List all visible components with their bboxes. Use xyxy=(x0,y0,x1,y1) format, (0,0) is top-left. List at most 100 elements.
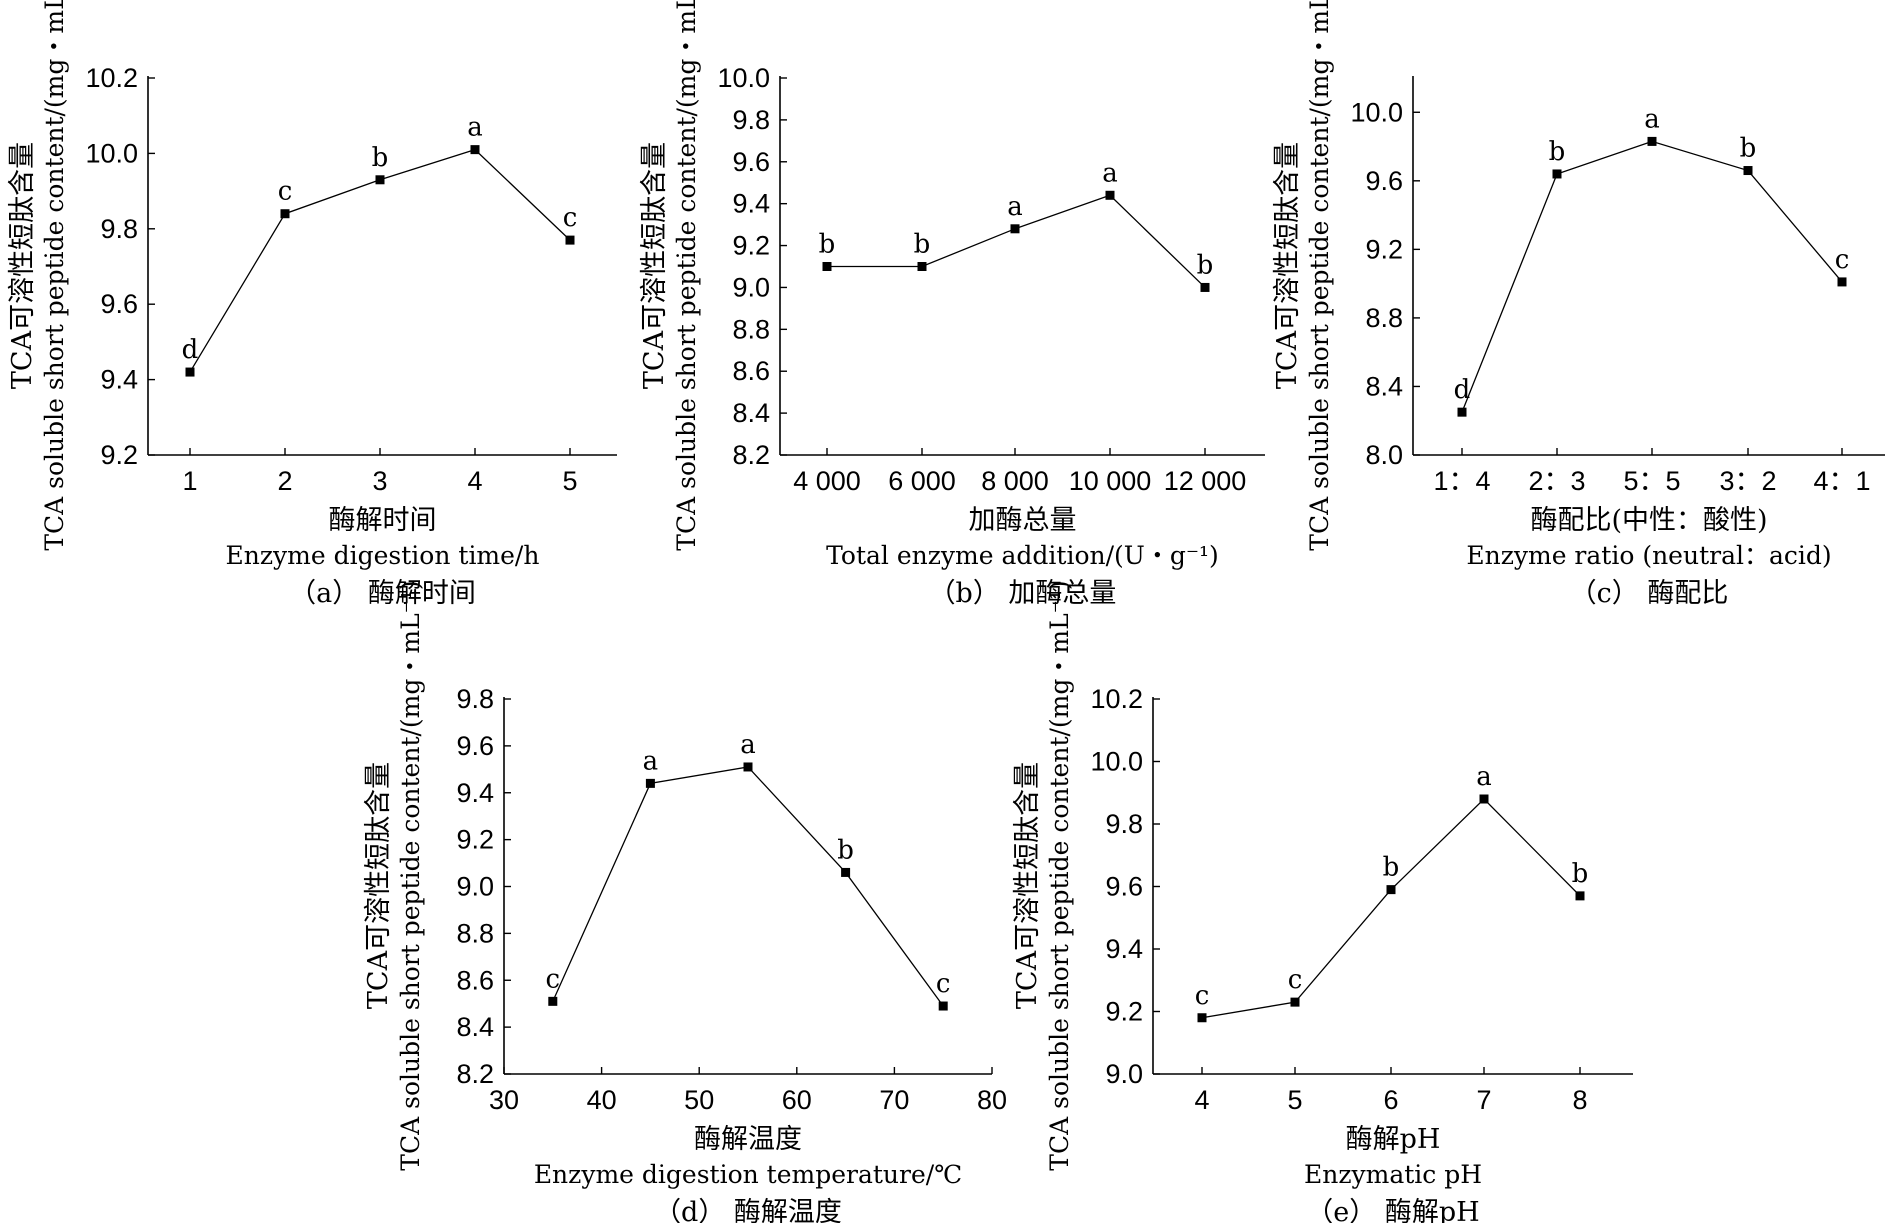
chart-a-significance-label: a xyxy=(467,113,483,143)
chart-e-significance-label: a xyxy=(1476,762,1492,792)
chart-c-data-point xyxy=(1647,136,1657,146)
chart-c-caption: （c） 酶配比 xyxy=(1570,578,1729,609)
chart-a-data-point xyxy=(470,145,480,155)
chart-d-data-point xyxy=(743,762,753,772)
chart-e-ytick-label: 9.8 xyxy=(1105,809,1143,839)
chart-b-xtick-label: 4 000 xyxy=(793,466,861,496)
chart-d-data-point xyxy=(548,996,558,1006)
chart-b: 8.2 8.4 8.6 8.8 9.0 9.2 9.4 9.6 9.8 10.0 4 000 6 00… xyxy=(639,0,1265,609)
chart-b-significance-label: b xyxy=(819,230,836,260)
chart-b-data-point xyxy=(822,262,832,271)
chart-c-data-point xyxy=(1457,407,1467,417)
chart-d-data-point xyxy=(645,778,655,788)
chart-d-ytick-label: 9.0 xyxy=(456,872,494,902)
chart-e-xtick-label: 4 xyxy=(1194,1085,1209,1115)
chart-d-xlabel-zh: 酶解温度 xyxy=(694,1124,802,1155)
chart-d-data-point xyxy=(841,867,851,877)
chart-e-xtick-label: 7 xyxy=(1476,1085,1491,1115)
chart-b-xtick-label: 8 000 xyxy=(981,466,1049,496)
chart-b-xtick-label: 10 000 xyxy=(1069,466,1152,496)
chart-b-significance-label: a xyxy=(1102,158,1118,188)
chart-a-ytick-label: 9.2 xyxy=(100,440,138,470)
chart-a-ylabel-en: TCA soluble short peptide content/(mg・mL… xyxy=(40,0,69,551)
chart-e-ylabel-zh: TCA可溶性短肽含量 xyxy=(1012,762,1043,1009)
chart-c-xtick-label: 4：1 xyxy=(1813,466,1870,496)
chart-b-data-point xyxy=(1010,224,1020,234)
chart-d-xlabel-en: Enzyme digestion temperature/℃ xyxy=(534,1160,962,1189)
chart-b-significance-label: b xyxy=(1197,250,1214,280)
chart-d-ytick-label: 9.2 xyxy=(456,825,494,855)
chart-d-xtick-label: 70 xyxy=(879,1085,909,1115)
chart-b-ylabel-en: TCA soluble short peptide content/(mg・mL… xyxy=(672,0,701,551)
chart-a-xlabel-en: Enzyme digestion time/h xyxy=(226,541,540,570)
chart-c-significance-label: b xyxy=(1549,137,1566,167)
chart-d: 8.2 8.4 8.6 8.8 9.0 9.2 9.4 9.6 9.8 30 40 50 60 70 80 c… xyxy=(363,580,1007,1223)
chart-e-data-point xyxy=(1479,794,1489,804)
chart-d-caption: （d） 酶解温度 xyxy=(654,1197,842,1223)
chart-e-significance-label: b xyxy=(1383,853,1400,883)
chart-d-ylabel-en: TCA soluble short peptide content/(mg・mL… xyxy=(396,580,425,1170)
chart-a-ytick-label: 9.4 xyxy=(100,365,138,395)
chart-a-ytick-label: 9.6 xyxy=(100,289,138,319)
chart-c-xtick-label: 2：3 xyxy=(1528,466,1585,496)
chart-e-data-point xyxy=(1386,885,1396,895)
chart-d-significance-label: a xyxy=(740,730,756,760)
chart-a-data-point xyxy=(565,235,575,245)
chart-c-xlabel-en: Enzyme ratio (neutral：acid) xyxy=(1466,541,1831,570)
chart-b-ytick-label: 9.0 xyxy=(732,272,770,302)
chart-d-ytick-label: 9.4 xyxy=(456,778,494,808)
chart-b-significance-label: b xyxy=(914,230,931,260)
chart-c-xtick-label: 3：2 xyxy=(1719,466,1776,496)
chart-b-significance-label: a xyxy=(1007,192,1023,222)
chart-b-xlabel-en: Total enzyme addition/(U・g⁻¹) xyxy=(826,541,1219,570)
chart-b-ylabel-zh: TCA可溶性短肽含量 xyxy=(639,142,670,389)
chart-b-data-point xyxy=(1200,282,1210,292)
chart-d-ytick-label: 9.6 xyxy=(456,731,494,761)
chart-c-series-line xyxy=(1461,140,1843,413)
chart-a-xtick-label: 5 xyxy=(562,466,577,496)
chart-b-ytick-label: 8.8 xyxy=(732,314,770,344)
chart-c-significance-label: c xyxy=(1835,245,1850,275)
chart-e-xlabel-zh: 酶解pH xyxy=(1346,1124,1441,1155)
chart-a-data-point xyxy=(185,367,195,377)
chart-b-ytick-label: 8.2 xyxy=(732,440,770,470)
chart-a-xtick-label: 2 xyxy=(277,466,292,496)
chart-a-xtick-label: 3 xyxy=(372,466,387,496)
chart-b-ytick-label: 9.2 xyxy=(732,231,770,261)
chart-d-xtick-label: 50 xyxy=(684,1085,714,1115)
chart-e-significance-label: c xyxy=(1288,965,1303,995)
chart-d-series-line xyxy=(552,766,944,1007)
chart-c-xtick-label: 1：4 xyxy=(1433,466,1490,496)
chart-d-xtick-label: 60 xyxy=(782,1085,812,1115)
chart-e-ytick-label: 9.4 xyxy=(1105,934,1143,964)
chart-c-ylabel-zh: TCA可溶性短肽含量 xyxy=(1272,142,1303,389)
chart-b-xlabel-zh: 加酶总量 xyxy=(969,505,1077,536)
chart-a-significance-label: d xyxy=(182,335,199,365)
chart-c-significance-label: b xyxy=(1740,134,1757,164)
chart-e-caption: （e） 酶解pH xyxy=(1306,1197,1479,1223)
chart-d-significance-label: a xyxy=(643,746,659,776)
chart-d-significance-label: c xyxy=(546,964,561,994)
chart-c-xtick-label: 5：5 xyxy=(1623,466,1680,496)
chart-a-ytick-label: 10.2 xyxy=(85,63,138,93)
chart-a-xtick-label: 4 xyxy=(467,466,482,496)
chart-e-significance-label: b xyxy=(1572,859,1589,889)
chart-e-ytick-label: 9.0 xyxy=(1105,1059,1143,1089)
chart-e-data-point xyxy=(1575,891,1585,901)
chart-c-xlabel-zh: 酶配比(中性：酸性) xyxy=(1530,505,1767,536)
chart-e-xtick-label: 5 xyxy=(1287,1085,1302,1115)
chart-c-significance-label: a xyxy=(1644,104,1660,134)
chart-b-ytick-label: 8.4 xyxy=(732,398,770,428)
chart-d-ytick-label: 8.4 xyxy=(456,1012,494,1042)
chart-c-ytick-label: 10.0 xyxy=(1350,97,1403,127)
chart-d-ytick-label: 9.8 xyxy=(456,684,494,714)
chart-b-ytick-label: 9.6 xyxy=(732,147,770,177)
chart-a-ylabel-zh: TCA可溶性短肽含量 xyxy=(7,142,38,389)
chart-c-ytick-label: 8.4 xyxy=(1365,371,1403,401)
chart-a-caption: （a） 酶解时间 xyxy=(289,578,476,609)
chart-d-ytick-label: 8.6 xyxy=(456,965,494,995)
chart-d-significance-label: b xyxy=(837,835,854,865)
chart-d-xtick-label: 40 xyxy=(587,1085,617,1115)
chart-b-xtick-label: 6 000 xyxy=(888,466,956,496)
